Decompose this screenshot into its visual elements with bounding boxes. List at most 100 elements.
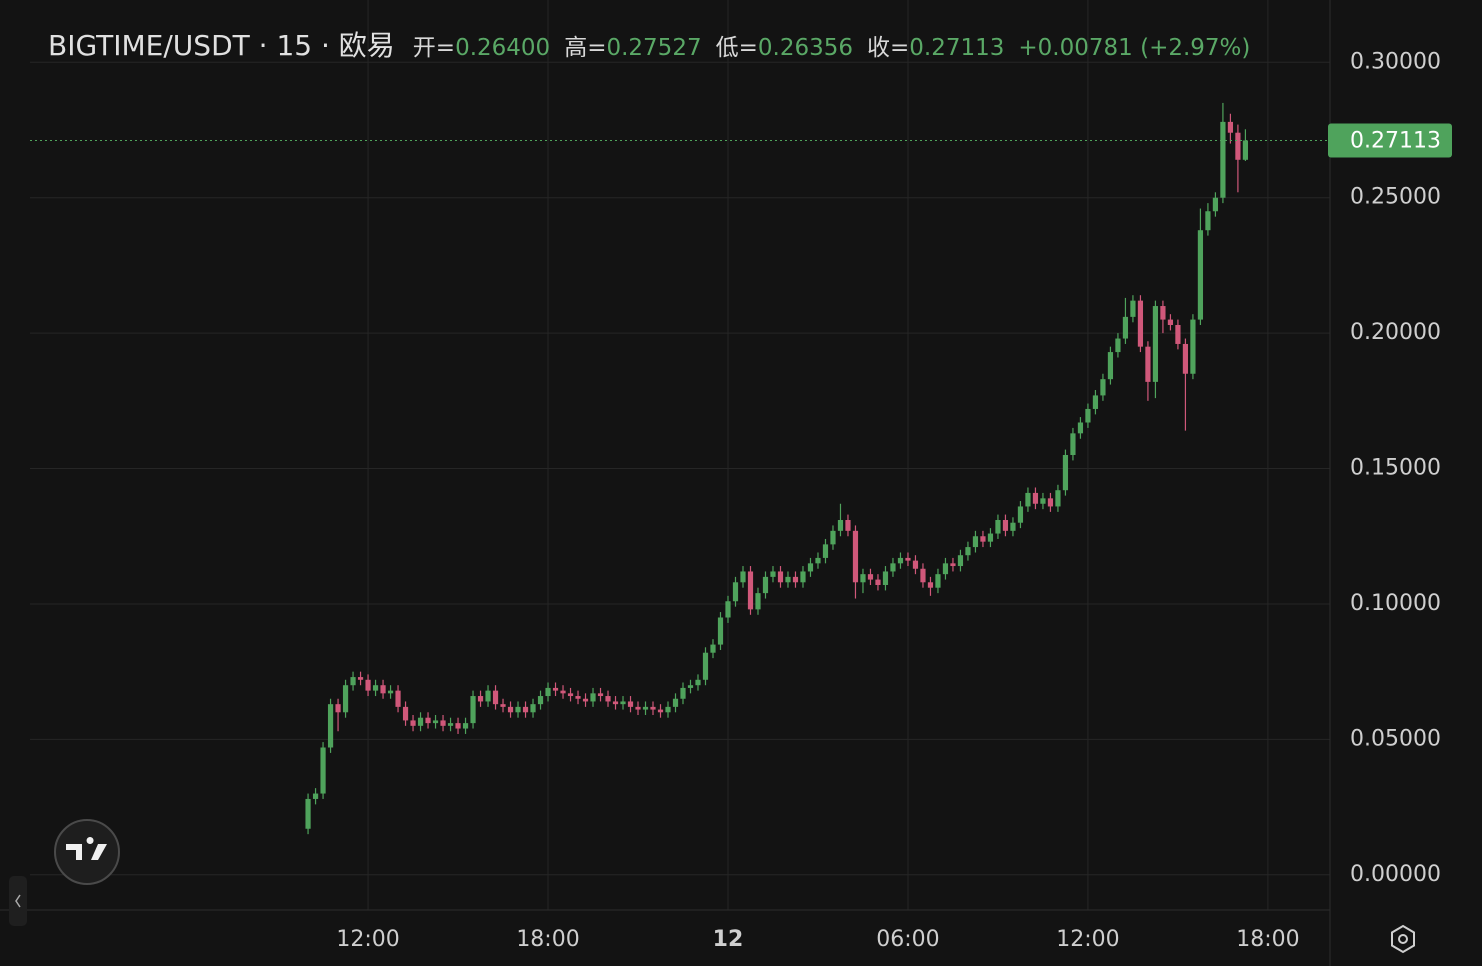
candle-body (665, 706, 671, 713)
candle-body (1175, 325, 1181, 344)
candle-body (1032, 492, 1039, 504)
grid (30, 0, 1330, 910)
candle-body (590, 693, 596, 702)
candle-body (1115, 338, 1121, 353)
candle-body (1122, 316, 1129, 339)
candle-body (657, 709, 664, 713)
candle-body (515, 706, 521, 713)
candle-body (485, 690, 491, 702)
candle-body (1212, 197, 1219, 212)
candle-body (830, 530, 836, 545)
candle-body (912, 560, 919, 569)
candle-body (995, 520, 1001, 534)
candle-body (770, 571, 776, 577)
candle-body (747, 571, 754, 610)
candle-body (417, 717, 424, 726)
logo-mark (66, 837, 107, 860)
candle-body (702, 652, 709, 680)
candle-body (327, 704, 334, 748)
legend-value: 0.26356 (757, 35, 853, 61)
logo-circle[interactable] (54, 819, 120, 885)
candle-body (927, 582, 934, 588)
collapse-tab[interactable] (9, 876, 27, 926)
y-tick-label: 0.20000 (1350, 320, 1441, 345)
y-tick-label: 0.05000 (1350, 726, 1441, 751)
candle-body (1190, 319, 1196, 374)
candle-body (800, 571, 806, 583)
candle-body (965, 547, 971, 556)
candle-body (1025, 492, 1031, 507)
candle-body (845, 520, 851, 531)
candle-body (305, 798, 311, 829)
candle-body (1047, 498, 1054, 507)
candle-body (320, 747, 326, 794)
candle-body (1040, 498, 1046, 504)
candle-body (890, 563, 896, 572)
candle-body (500, 704, 506, 707)
candle-body (897, 557, 904, 564)
candle-body (432, 720, 439, 724)
candle-body (1160, 306, 1166, 320)
candle-body (597, 693, 604, 697)
candle-body (635, 706, 641, 710)
candle-body (1197, 230, 1204, 320)
candle-body (672, 698, 679, 707)
last-price-label: 0.27113 (1350, 128, 1441, 153)
candle-body (575, 696, 581, 699)
candle-body (777, 571, 784, 583)
tradingview-logo[interactable] (54, 819, 120, 885)
candle-body (920, 568, 926, 583)
y-tick-label: 0.10000 (1350, 591, 1441, 616)
legend-label: 开= (412, 35, 456, 61)
x-tick-label: 12:00 (336, 927, 399, 952)
candle-body (462, 723, 469, 729)
candle-body (882, 571, 889, 585)
candle-body (1235, 132, 1241, 160)
candle-body (972, 536, 979, 548)
candle-body (365, 679, 371, 691)
candle-body (410, 720, 416, 726)
candle-body (950, 563, 956, 567)
candle-body (492, 690, 499, 705)
candle-body (470, 696, 476, 724)
candle-body (357, 677, 364, 680)
x-tick-label: 18:00 (516, 927, 579, 952)
candle-body (785, 576, 791, 583)
candle-body (1145, 346, 1151, 382)
candle-body (425, 717, 431, 724)
candle-body (395, 690, 401, 707)
candle-body (1167, 319, 1174, 325)
legend: BIGTIME/USDT · 15 · 欧易 开= 0.26400 高= 0.2752… (48, 24, 1250, 64)
candle-body (387, 690, 394, 694)
legend-value: 0.27113 (909, 35, 1005, 61)
last-price-tag (1328, 123, 1452, 158)
collapse-arrow (15, 894, 21, 908)
candle-body (1107, 352, 1114, 380)
candle-body (335, 704, 341, 713)
candle-body (1227, 121, 1234, 133)
x-tick-label: 18:00 (1236, 927, 1299, 952)
candle-body (740, 571, 746, 583)
y-tick-label: 0.15000 (1350, 456, 1441, 481)
candle-body (717, 617, 724, 645)
candles (305, 102, 1249, 835)
candle-body (822, 544, 829, 558)
candle-body (1205, 211, 1211, 231)
candle-body (837, 520, 844, 531)
candle-body (402, 706, 409, 721)
legend-value: 0.26400 (455, 35, 551, 61)
settings-hex (1391, 924, 1415, 954)
candle-body (477, 696, 484, 702)
legend-label: 高= (564, 35, 607, 61)
candle-body (935, 574, 941, 588)
candle-body (620, 701, 626, 705)
candle-body (852, 530, 859, 583)
settings-button[interactable] (1391, 924, 1415, 954)
candle-body (942, 563, 949, 575)
candle-body (1077, 422, 1084, 434)
candle-body (815, 557, 821, 564)
candle-body (762, 576, 769, 594)
candle-body (605, 696, 611, 702)
